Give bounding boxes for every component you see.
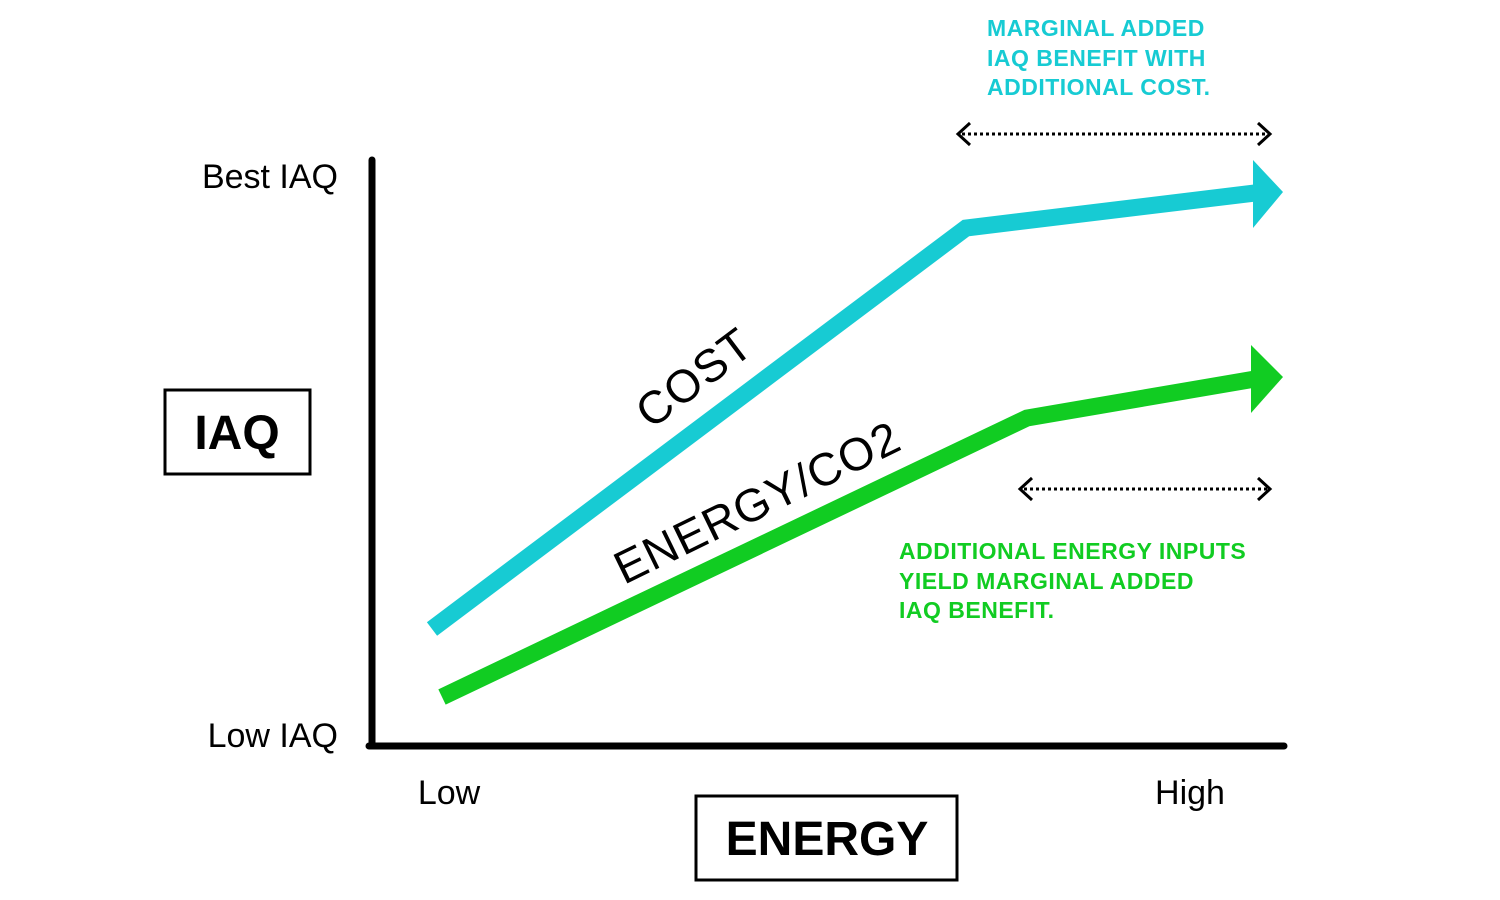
y-axis-title: IAQ [194,407,279,460]
cost-range-right-chevron-icon [1256,121,1273,147]
x-axis-right-label: High [1155,774,1225,812]
energy-note: ADDITIONAL ENERGY INPUTS YIELD MARGINAL … [899,538,1253,623]
energy-arrowhead-icon [1251,345,1283,413]
energy-range-arrow [1017,476,1273,502]
energy-note-line-3: IAQ BENEFIT. [899,597,1055,623]
cost-note-line-2: IAQ BENEFIT WITH [987,45,1206,71]
y-axis-title-box: IAQ [163,388,312,476]
cost-line-path [426,184,1257,636]
x-axis-title: ENERGY [726,813,929,866]
cost-note-line-1: MARGINAL ADDED [987,15,1205,41]
cost-arrowhead-icon [1253,160,1283,228]
y-axis-bottom-label: Low IAQ [208,717,338,755]
cost-range-left-chevron-icon [955,121,972,147]
cost-note-line-3: ADDITIONAL COST. [987,74,1211,100]
x-axis-title-box: ENERGY [694,794,959,882]
x-axis-left-label: Low [418,774,481,812]
energy-line-path [438,370,1257,705]
cost-line-label: COST [626,317,763,438]
energy-range-right-chevron-icon [1256,476,1273,502]
y-axis-top-label: Best IAQ [202,158,338,196]
energy-range-left-chevron-icon [1017,476,1034,502]
cost-note: MARGINAL ADDED IAQ BENEFIT WITH ADDITION… [987,15,1213,100]
energy-line [438,345,1283,705]
energy-note-line-2: YIELD MARGINAL ADDED [899,568,1194,594]
cost-range-arrow [955,121,1273,147]
cost-line [426,160,1283,636]
energy-note-line-1: ADDITIONAL ENERGY INPUTS [899,538,1246,564]
